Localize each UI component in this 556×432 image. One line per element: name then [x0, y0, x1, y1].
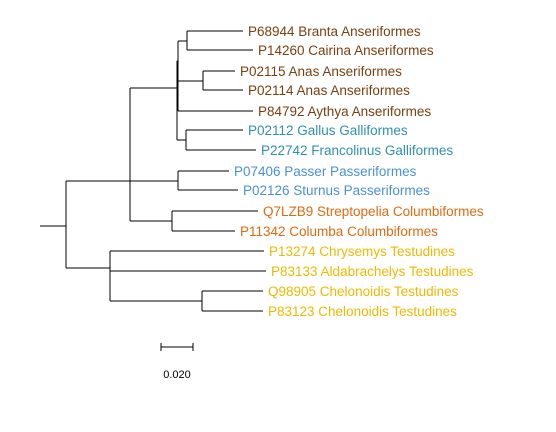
leaf-label-3: P02114 Anas Anseriformes [248, 83, 410, 98]
leaf-label-10: P11342 Columba Columbiformes [240, 224, 438, 239]
leaf-label-5: P02112 Gallus Galliformes [248, 123, 408, 138]
leaf-label-1: P14260 Cairina Anseriformes [258, 43, 434, 58]
leaf-label-14: P83123 Chelonoidis Testudines [268, 304, 457, 319]
leaf-label-7: P07406 Passer Passeriformes [234, 164, 417, 179]
scale-bar: 0.020 [160, 343, 194, 381]
leaf-labels: P68944 Branta Anseriformes P14260 Cairina… [234, 24, 484, 319]
leaf-label-11: P13274 Chrysemys Testudines [269, 244, 455, 259]
leaf-label-6: P22742 Francolinus Galliformes [261, 143, 453, 158]
leaf-label-4: P84792 Aythya Anseriformes [258, 104, 431, 119]
leaf-label-8: P02126 Sturnus Passeriformes [243, 183, 430, 198]
leaf-label-2: P02115 Anas Anseriformes [240, 64, 402, 79]
scale-bar-label: 0.020 [163, 369, 191, 381]
tree-branches [40, 30, 266, 312]
leaf-label-13: Q98905 Chelonoidis Testudines [268, 284, 459, 299]
leaf-label-9: Q7LZB9 Streptopelia Columbiformes [263, 204, 484, 219]
leaf-label-0: P68944 Branta Anseriformes [248, 24, 421, 39]
leaf-label-12: P83133 Aldabrachelys Testudines [271, 264, 474, 279]
